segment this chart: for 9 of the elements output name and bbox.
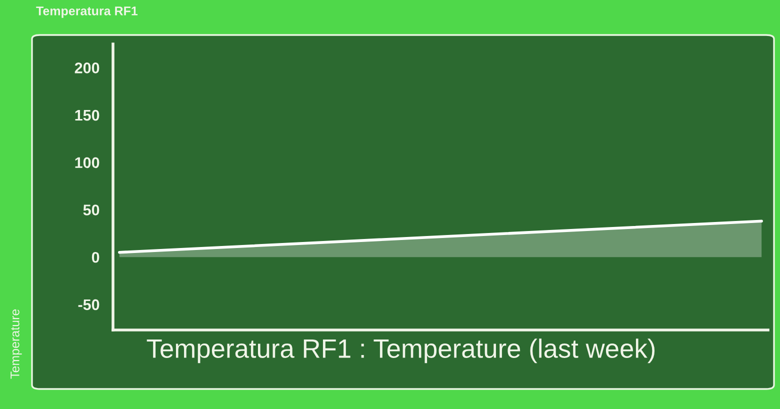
- y-tick-label: 200: [74, 62, 100, 74]
- y-tick-label: 50: [83, 204, 100, 216]
- y-axis-title: Temperature: [10, 309, 22, 379]
- y-tick-label: -50: [78, 299, 100, 310]
- y-tick-label: 150: [75, 110, 100, 121]
- chart-title: Temperatura RF1: [36, 6, 138, 18]
- y-tick-label: 100: [75, 157, 100, 168]
- y-tick-label: 0: [92, 252, 100, 263]
- x-axis-title: Temperatura RF1 : Temperature (last week): [146, 338, 655, 364]
